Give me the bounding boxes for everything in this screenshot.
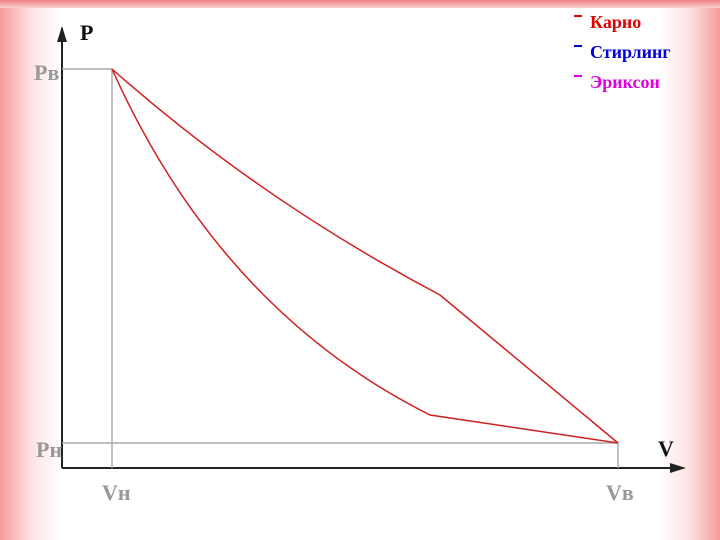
v-high-label: Vв bbox=[606, 480, 634, 505]
cycle-curve bbox=[111, 68, 619, 444]
p-low-label: Pн bbox=[36, 437, 62, 462]
legend-label: Эриксон bbox=[590, 72, 660, 92]
p-high-label: Pв bbox=[34, 60, 59, 85]
top-bar bbox=[0, 0, 720, 8]
v-low-label: Vн bbox=[102, 480, 131, 505]
y-arrow bbox=[57, 26, 67, 42]
legend-label: Стирлинг bbox=[590, 42, 671, 62]
x-arrow bbox=[670, 463, 686, 473]
x-axis-label: V bbox=[658, 436, 674, 461]
cycle-curve bbox=[111, 68, 619, 444]
legend: Карно Стирлинг Эриксон bbox=[574, 12, 671, 92]
legend-label: Карно bbox=[590, 12, 641, 32]
y-axis-label: P bbox=[80, 20, 93, 45]
